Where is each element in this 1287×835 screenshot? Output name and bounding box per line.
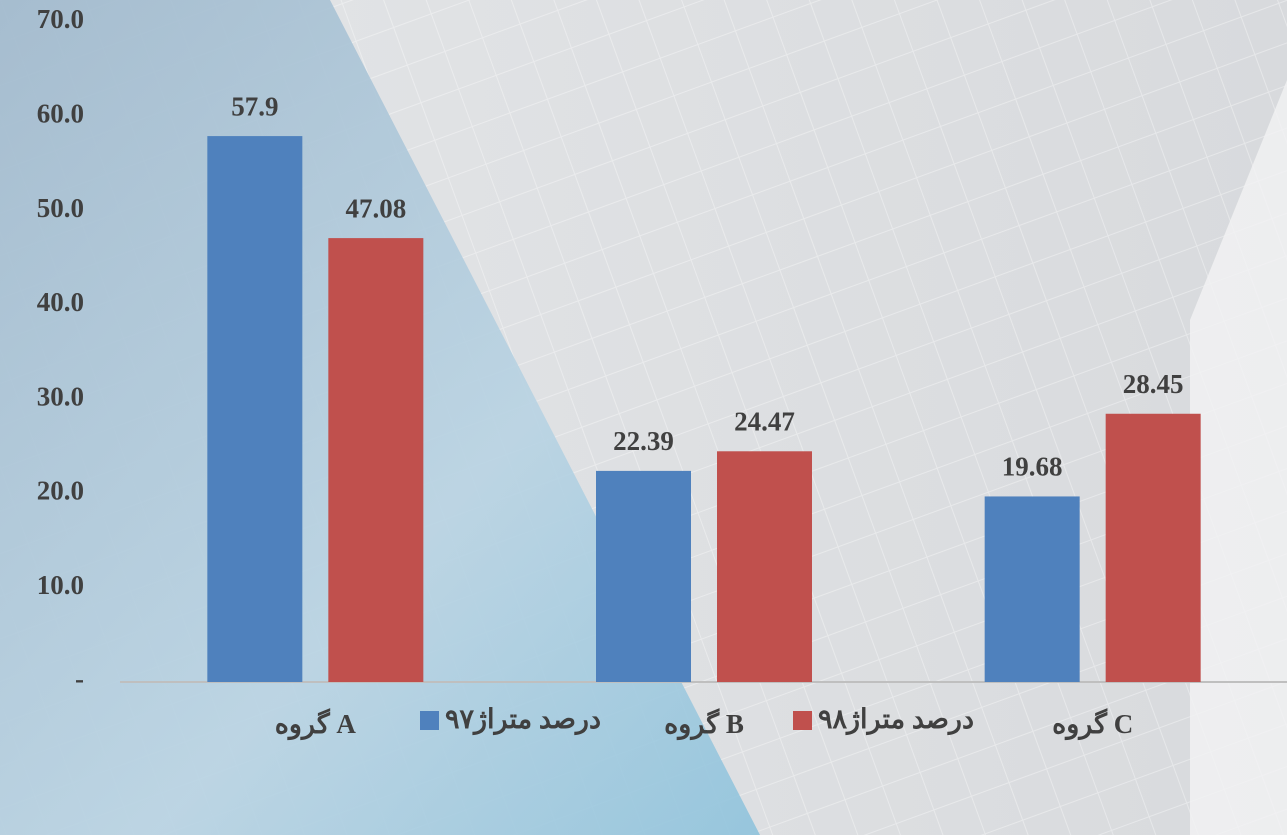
- value-label: 57.9: [231, 91, 278, 121]
- y-tick-label: 30.0: [37, 381, 84, 411]
- x-tick-label: گروه B: [664, 708, 744, 741]
- value-label: 47.08: [345, 193, 406, 223]
- bar: [717, 451, 812, 682]
- legend-swatch: [793, 711, 812, 730]
- legend-swatch: [420, 711, 439, 730]
- bar: [328, 238, 424, 683]
- value-label: 19.68: [1002, 452, 1063, 482]
- x-tick-label: گروه C: [1052, 708, 1133, 741]
- y-tick-label: 70.0: [37, 4, 84, 34]
- legend-label: درصد متراژ۹۸: [818, 704, 974, 736]
- y-tick-label: 10.0: [37, 570, 84, 600]
- bar: [596, 470, 691, 682]
- value-label: 24.47: [734, 406, 795, 436]
- legend-label: درصد متراژ۹۷: [445, 704, 601, 736]
- y-tick-label: 60.0: [37, 98, 84, 128]
- y-tick-label: -: [75, 664, 84, 694]
- bar: [1105, 413, 1201, 682]
- value-label: 28.45: [1123, 369, 1184, 399]
- bar: [984, 496, 1080, 682]
- value-label: 22.39: [613, 426, 674, 456]
- y-tick-label: 40.0: [37, 287, 84, 317]
- y-tick-label: 50.0: [37, 193, 84, 223]
- y-tick-label: 20.0: [37, 476, 84, 506]
- background-right: [1190, 80, 1287, 835]
- x-tick-label: گروه A: [275, 708, 357, 741]
- bar: [207, 136, 303, 683]
